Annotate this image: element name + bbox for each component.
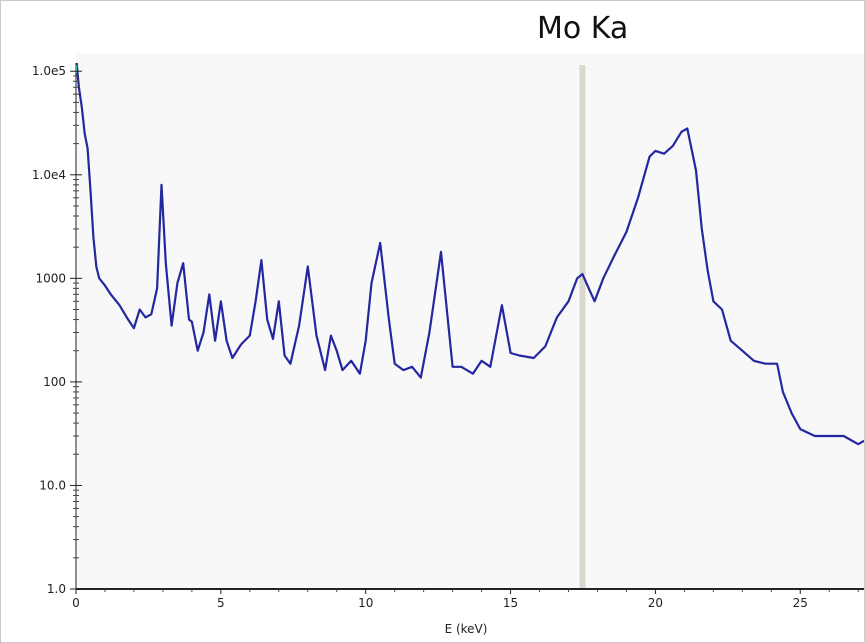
mo-ka-annotation: Mo Ka	[537, 11, 629, 46]
y-tick-label-4: 1.0e4	[32, 168, 66, 182]
x-tick-label-5: 25	[793, 596, 808, 610]
y-tick-label-5: 1.0e5	[32, 64, 66, 78]
y-tick-label-2: 100	[43, 375, 66, 389]
y-tick-label-1: 10.0	[39, 478, 66, 492]
y-tick-label-3: 1000	[35, 271, 66, 285]
y-tick-label-0: 1.0	[47, 582, 66, 596]
x-tick-label-3: 15	[503, 596, 518, 610]
axes-layer: 0 5 10 15 20 25 1.0 10.0 100 1000 1.0e4 1.0e5	[32, 63, 864, 610]
x-tick-label-4: 20	[648, 596, 663, 610]
x-tick-label-1: 5	[217, 596, 225, 610]
series-layer	[75, 62, 864, 446]
x-tick-label-2: 10	[358, 596, 373, 610]
x-tick-label-0: 0	[72, 596, 80, 610]
series-line-0	[75, 62, 864, 446]
mo-ka-marker-line	[579, 65, 586, 589]
x-axis-title: E (keV)	[445, 622, 488, 636]
plot-area	[76, 53, 864, 589]
